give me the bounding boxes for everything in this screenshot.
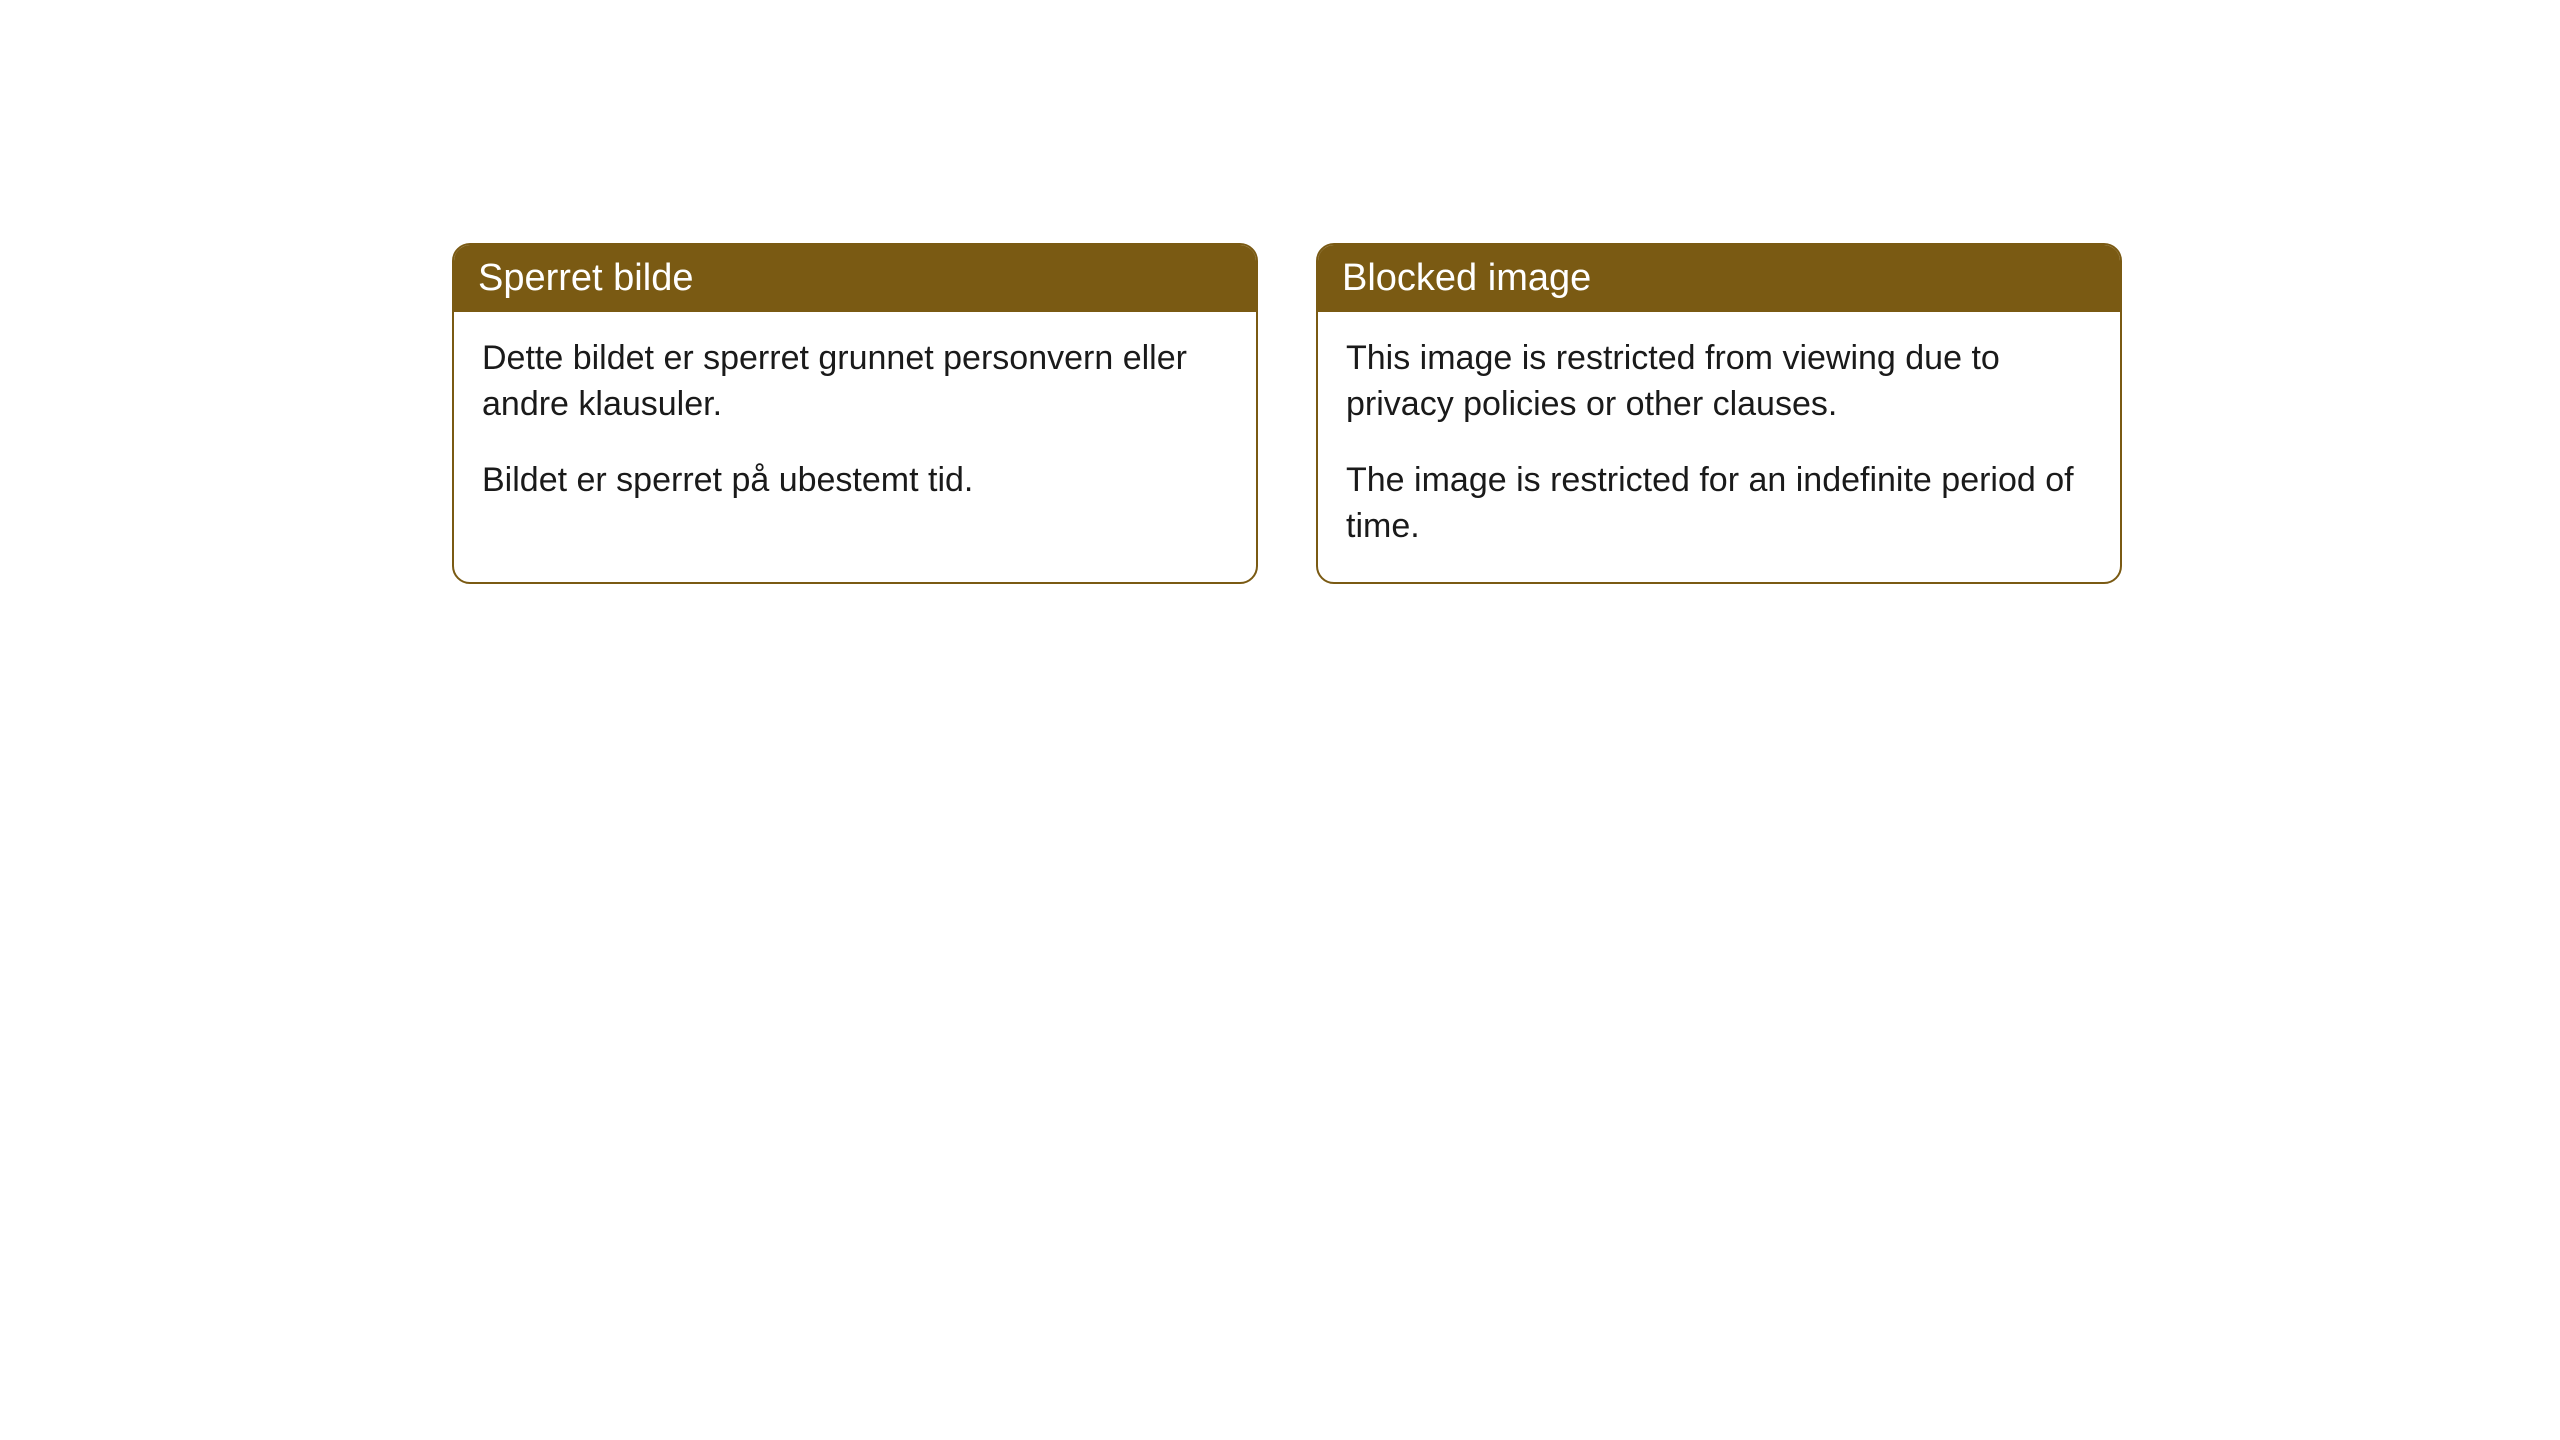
card-body-norwegian: Dette bildet er sperret grunnet personve… (454, 312, 1256, 536)
notice-cards-container: Sperret bilde Dette bildet er sperret gr… (452, 243, 2122, 584)
card-body-english: This image is restricted from viewing du… (1318, 312, 2120, 582)
card-paragraph: This image is restricted from viewing du… (1346, 336, 2092, 428)
card-header-norwegian: Sperret bilde (454, 245, 1256, 312)
card-title: Sperret bilde (478, 257, 693, 299)
card-title: Blocked image (1342, 257, 1591, 299)
card-header-english: Blocked image (1318, 245, 2120, 312)
notice-card-norwegian: Sperret bilde Dette bildet er sperret gr… (452, 243, 1258, 584)
card-paragraph: Bildet er sperret på ubestemt tid. (482, 458, 1228, 504)
card-paragraph: Dette bildet er sperret grunnet personve… (482, 336, 1228, 428)
notice-card-english: Blocked image This image is restricted f… (1316, 243, 2122, 584)
card-paragraph: The image is restricted for an indefinit… (1346, 458, 2092, 550)
